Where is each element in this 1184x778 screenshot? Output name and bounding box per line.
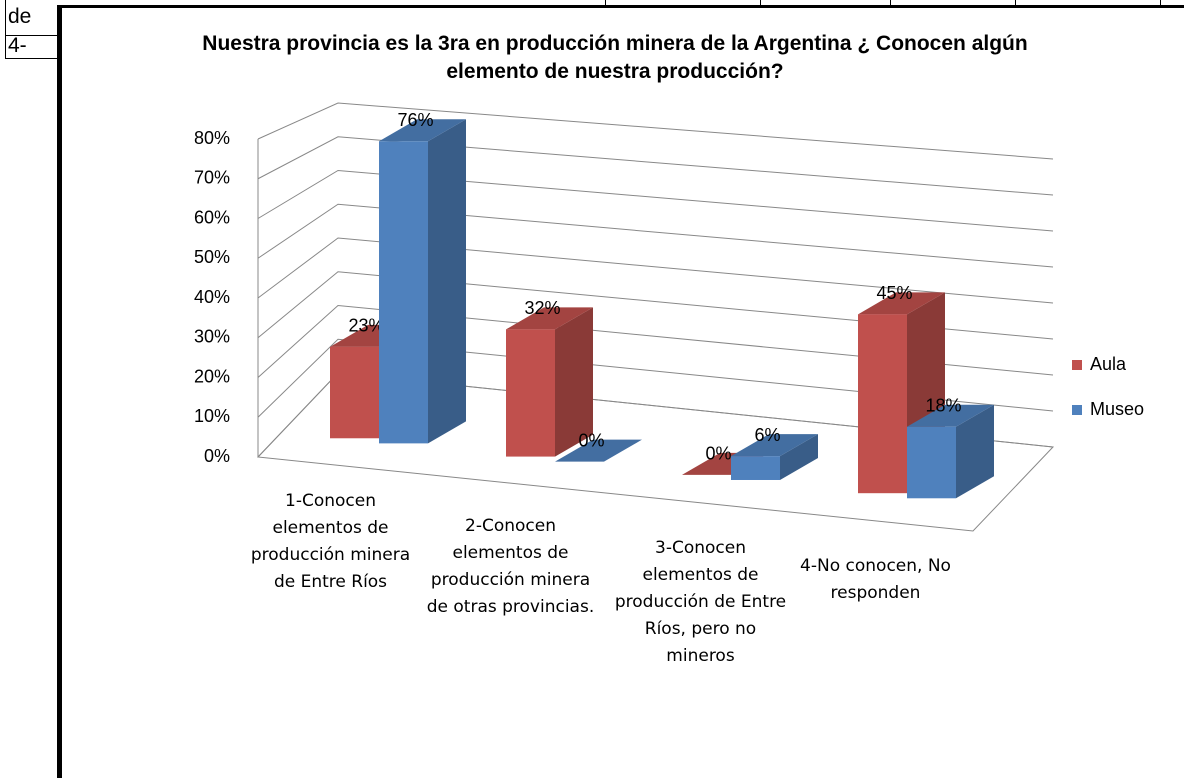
bar-top	[858, 292, 945, 315]
data-label: 45%	[876, 283, 912, 303]
grid-line	[257, 102, 1054, 160]
table-col-line	[605, 0, 606, 5]
bar-front	[330, 346, 379, 439]
grid-line	[257, 203, 1054, 268]
bar-top	[555, 439, 642, 462]
bar-front	[506, 329, 555, 457]
grid-line	[257, 136, 1054, 196]
grid-line	[257, 271, 1054, 340]
bar	[907, 404, 994, 499]
grid-line	[257, 338, 1054, 418]
page: {"table": {"rows": [["de"], ["4-"]]}, "c…	[5, 0, 1184, 778]
bar-front	[907, 426, 956, 499]
chart-frame	[57, 5, 1184, 778]
x-tick-label: 4-No conocen, No responden	[800, 556, 951, 603]
bar-front	[858, 314, 907, 494]
y-tick-label: 70%	[194, 168, 230, 188]
y-tick-label: 60%	[194, 207, 230, 227]
data-label: 0%	[705, 444, 731, 464]
y-tick-label: 0%	[204, 446, 230, 466]
table-row-line	[5, 35, 65, 36]
bar-side	[956, 404, 994, 499]
bar-top	[731, 434, 818, 457]
grid-line	[257, 237, 1054, 304]
data-label: 23%	[348, 316, 384, 336]
y-tick-label: 40%	[194, 287, 230, 307]
table-col-line	[890, 0, 891, 5]
bar-top	[907, 404, 994, 427]
bar	[731, 434, 818, 480]
bar	[379, 119, 466, 444]
table-col-line	[760, 0, 761, 5]
legend-label: Aula	[1090, 354, 1127, 374]
bar-front	[731, 456, 780, 480]
data-label: 76%	[397, 110, 433, 130]
bar-front	[379, 141, 428, 444]
bar-side	[428, 119, 466, 444]
table-edge	[5, 0, 1184, 58]
data-label: 6%	[754, 425, 780, 445]
legend-label: Museo	[1090, 399, 1144, 419]
legend-swatch	[1072, 360, 1082, 370]
bar-top	[379, 119, 466, 142]
grid-line	[257, 169, 1054, 232]
chart-title: Nuestra provincia es la 3ra en producció…	[202, 32, 1028, 83]
grid-line	[257, 304, 1054, 378]
table-cell: 4-	[8, 34, 27, 57]
y-tick-label: 50%	[194, 247, 230, 267]
x-tick-label: 1-Conocen elementos de producción minera…	[250, 491, 411, 592]
legend-swatch	[1072, 405, 1082, 415]
y-tick-label: 10%	[194, 406, 230, 426]
bar	[555, 439, 642, 462]
data-label: 0%	[578, 430, 604, 450]
data-label: 32%	[524, 298, 560, 318]
y-tick-label: 20%	[194, 366, 230, 386]
table-row-line	[5, 58, 65, 59]
bar-side	[555, 307, 593, 457]
bar-side	[780, 434, 818, 480]
chart: 0% 10% 20% 30% 40% 50% 60% 70% 80% 23% 76% 32% 0% 0% 6…	[194, 102, 1144, 532]
table-cell: de	[8, 5, 32, 28]
data-label: 18%	[925, 395, 961, 415]
document: de 4-	[5, 0, 1184, 59]
x-tick-label: 2-Conocen elementos de producción minera…	[426, 516, 595, 617]
bar-top	[506, 307, 593, 330]
x-tick-label: 3-Conocen elementos de producción de Ent…	[614, 538, 787, 666]
y-tick-label: 80%	[194, 128, 230, 148]
bar	[506, 307, 593, 457]
y-tick-label: 30%	[194, 327, 230, 347]
table-col-line	[1015, 0, 1016, 5]
table-col-line	[1160, 0, 1161, 5]
